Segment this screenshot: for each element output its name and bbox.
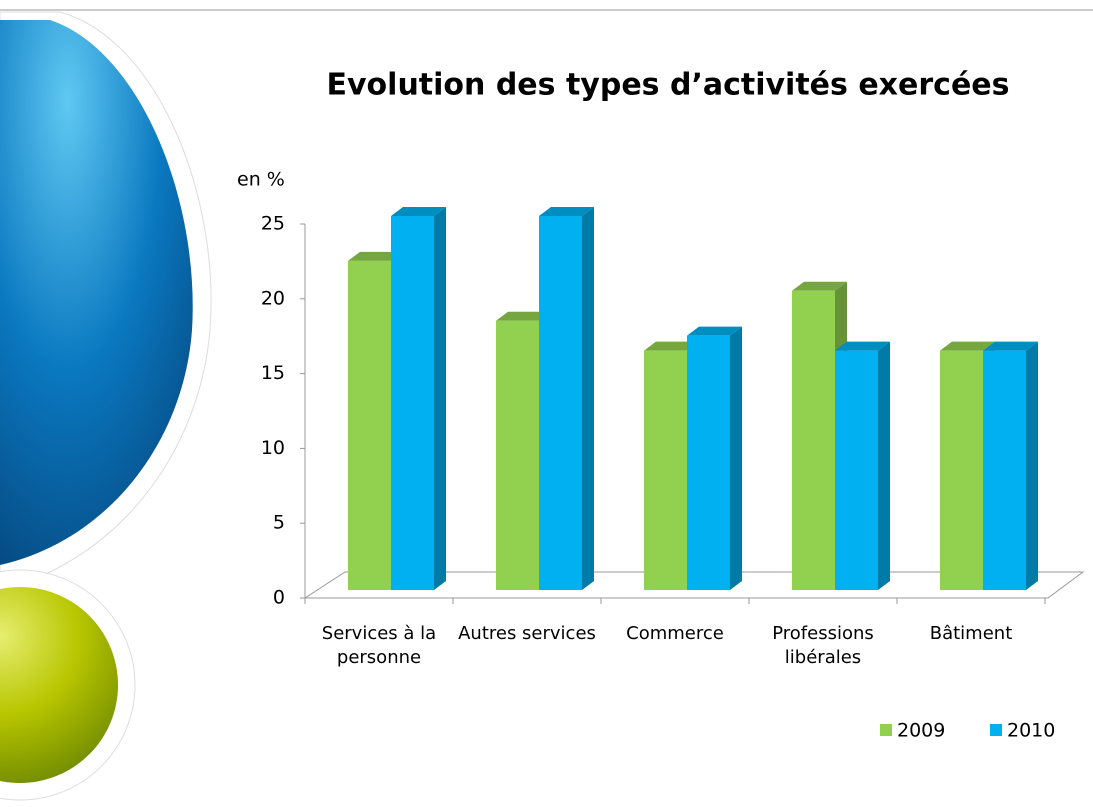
y-tick-label: 0 (273, 587, 285, 609)
bar-side (730, 327, 742, 590)
chart: Evolution des types d’activités exercées… (0, 0, 1093, 807)
y-tick-label: 5 (273, 512, 285, 534)
x-tick-label: Autres services (457, 622, 597, 646)
bar (644, 351, 687, 590)
bar-side (1026, 342, 1038, 590)
y-tick-label: 10 (261, 437, 285, 459)
x-tick-label: Services à la personne (309, 622, 449, 670)
bar (835, 351, 878, 590)
bar (539, 216, 582, 590)
y-tick-label: 20 (261, 287, 285, 309)
legend-swatch (880, 724, 892, 736)
bar (983, 351, 1026, 590)
y-tick-label: 25 (261, 213, 285, 235)
legend-label: 2010 (1007, 720, 1055, 742)
decor-blue (0, 20, 193, 565)
legend-swatch (990, 724, 1002, 736)
bar-side (582, 207, 594, 590)
slide: Evolution des types d’activités exercées… (0, 0, 1093, 807)
bar (348, 261, 391, 590)
x-tick-label: Professions libérales (753, 622, 893, 670)
bar-side (434, 207, 446, 590)
x-tick-label: Bâtiment (901, 622, 1041, 646)
legend-label: 2009 (897, 720, 945, 742)
bar (792, 291, 835, 590)
bar (940, 351, 983, 590)
bar (496, 321, 539, 590)
x-tick-label: Commerce (605, 622, 745, 646)
chart-title: Evolution des types d’activités exercées (327, 68, 1010, 103)
bar-side (878, 342, 890, 590)
y-tick-label: 15 (261, 362, 285, 384)
bar (687, 336, 730, 590)
bar (391, 216, 434, 590)
y-axis-label: en % (237, 169, 285, 191)
